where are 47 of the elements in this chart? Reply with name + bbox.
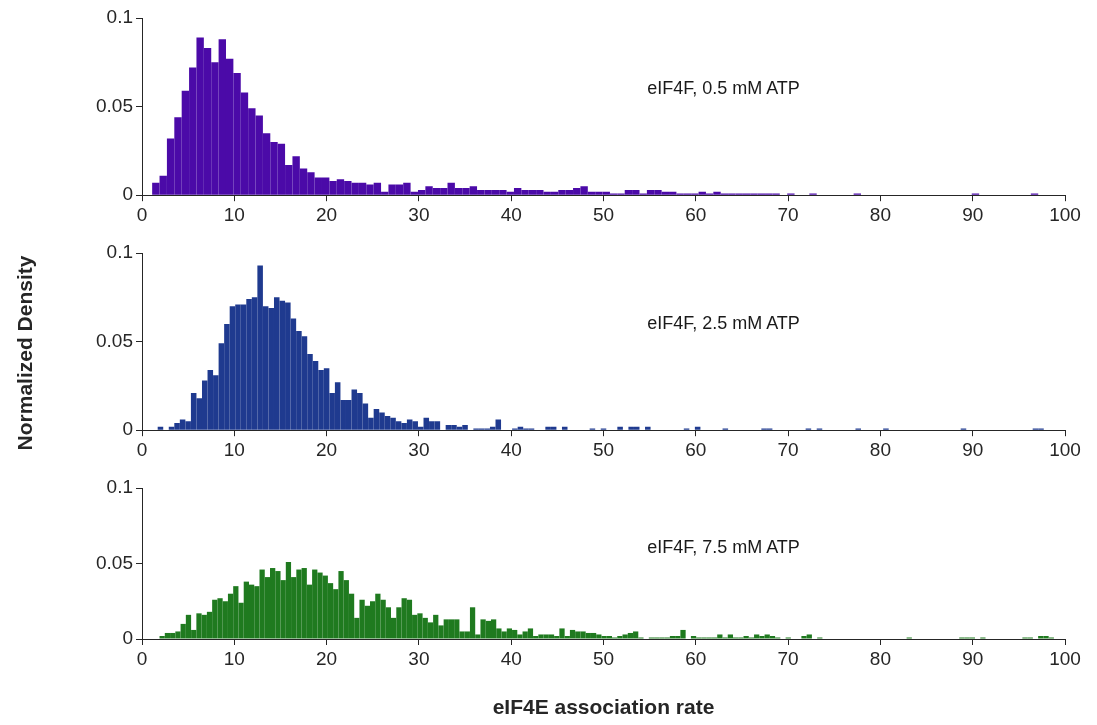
x-tick-label: 0 xyxy=(136,647,148,669)
x-tick-label: 100 xyxy=(1049,647,1081,669)
x-tick-label: 10 xyxy=(223,647,245,669)
x-tick-label: 50 xyxy=(592,647,615,669)
x-tick-label: 90 xyxy=(962,203,984,225)
x-tick-label: 60 xyxy=(685,647,707,669)
x-tick-label: 10 xyxy=(223,438,245,460)
x-tick-label: 60 xyxy=(685,203,707,225)
y-tick-label: 0.1 xyxy=(106,6,133,28)
x-tick-label: 30 xyxy=(408,203,430,225)
x-tick-label: 30 xyxy=(408,647,430,669)
x-tick-label: 100 xyxy=(1049,203,1081,225)
y-tick-label: 0.05 xyxy=(96,94,133,116)
x-tick-label: 10 xyxy=(223,203,245,225)
y-tick-label: 0.1 xyxy=(106,241,133,263)
x-tick-label: 40 xyxy=(500,203,522,225)
y-axis-title: Normalized Density xyxy=(13,255,37,450)
annotation: eIF4F, 7.5 mM ATP xyxy=(647,537,800,558)
x-tick-label: 30 xyxy=(408,438,430,460)
x-tick-label: 20 xyxy=(316,203,338,225)
x-tick-label: 20 xyxy=(316,438,338,460)
x-tick-label: 60 xyxy=(685,438,707,460)
x-tick-label: 100 xyxy=(1049,438,1081,460)
y-tick-label: 0.05 xyxy=(96,551,133,573)
x-tick-label: 50 xyxy=(592,438,615,460)
x-tick-label: 70 xyxy=(777,203,799,225)
annotation: eIF4F, 2.5 mM ATP xyxy=(647,312,800,333)
x-tick-label: 0 xyxy=(136,438,148,460)
x-tick-label: 80 xyxy=(869,203,891,225)
x-tick-label: 50 xyxy=(592,203,615,225)
annotation: eIF4F, 0.5 mM ATP xyxy=(647,77,800,98)
x-axis-title: eIF4E association rate xyxy=(492,695,715,719)
x-tick-label: 80 xyxy=(869,647,891,669)
x-tick-label: 90 xyxy=(962,438,984,460)
y-tick-label: 0 xyxy=(122,183,133,205)
x-tick-label: 90 xyxy=(962,647,984,669)
x-tick-label: 70 xyxy=(777,438,799,460)
x-tick-label: 40 xyxy=(500,438,522,460)
x-tick-label: 40 xyxy=(500,647,522,669)
y-tick-label: 0 xyxy=(122,627,133,649)
y-tick-label: 0.05 xyxy=(96,329,133,351)
x-tick-label: 0 xyxy=(136,203,148,225)
y-tick-label: 0.1 xyxy=(106,476,133,498)
y-tick-label: 0 xyxy=(122,418,133,440)
x-tick-label: 70 xyxy=(777,647,799,669)
x-tick-label: 20 xyxy=(316,647,338,669)
x-tick-label: 80 xyxy=(869,438,891,460)
